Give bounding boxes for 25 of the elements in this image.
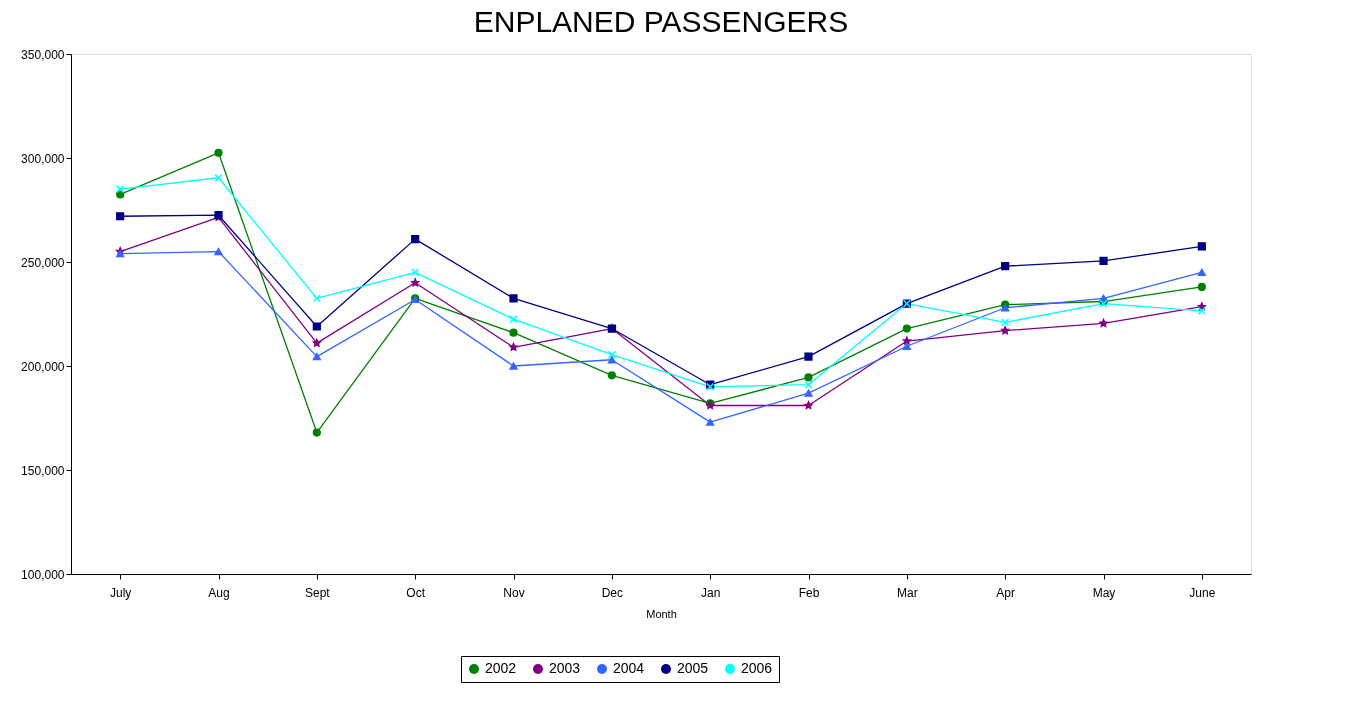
x-tick-label: May: [1092, 585, 1116, 600]
y-tick-label: 150,000: [21, 463, 65, 478]
y-tick-label: 200,000: [21, 359, 65, 374]
legend-label: 2004: [613, 660, 645, 676]
x-tick-label: Dec: [601, 585, 624, 600]
x-axis-title: Month: [646, 607, 677, 620]
y-tick-label: 300,000: [21, 151, 65, 166]
legend-label: 2006: [741, 660, 773, 676]
x-tick-label: July: [109, 585, 132, 600]
x-tick-label: Feb: [798, 585, 820, 600]
x-tick-label: Mar: [897, 585, 918, 600]
legend-label: 2003: [549, 660, 581, 676]
x-tick-label: Nov: [503, 585, 525, 600]
y-tick-label: 350,000: [21, 47, 65, 62]
x-tick-label: June: [1189, 585, 1216, 600]
y-tick-label: 250,000: [21, 255, 65, 270]
legend-label: 2002: [485, 660, 517, 676]
y-tick-label: 100,000: [21, 567, 65, 582]
x-tick-label: Aug: [208, 585, 230, 600]
x-tick-label: Jan: [700, 585, 721, 600]
x-tick-label: Oct: [406, 585, 426, 600]
x-tick-label: Apr: [996, 585, 1016, 600]
legend-label: 2005: [677, 660, 709, 676]
x-tick-label: Sept: [304, 585, 331, 600]
chart-title: ENPLANED PASSENGERS: [473, 5, 849, 38]
